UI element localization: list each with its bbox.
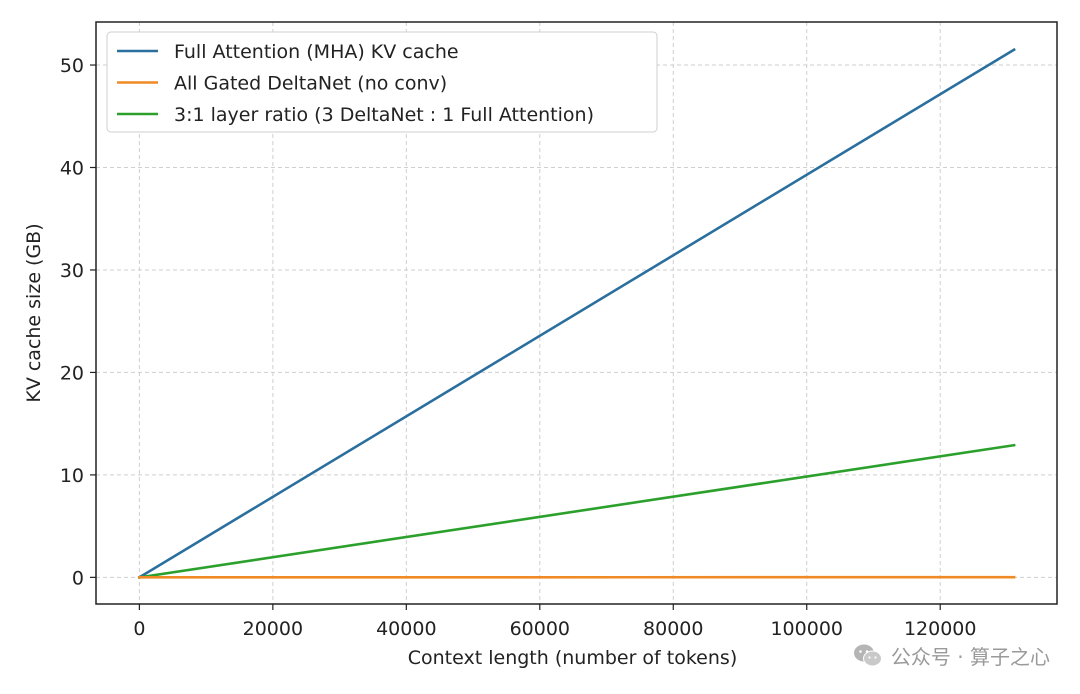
y-tick-label: 50 xyxy=(60,55,84,77)
y-tick-label: 40 xyxy=(60,158,84,180)
legend: Full Attention (MHA) KV cache All Gated D… xyxy=(106,31,658,133)
x-axis-label: Context length (number of tokens) xyxy=(408,647,737,669)
x-tick-label: 0 xyxy=(133,618,145,640)
x-tick-label: 120000 xyxy=(904,618,977,640)
y-axis-label: KV cache size (GB) xyxy=(23,223,45,402)
legend-label: Full Attention (MHA) KV cache xyxy=(174,41,459,63)
legend-label: 3:1 layer ratio (3 DeltaNet : 1 Full Att… xyxy=(174,104,594,126)
y-tick-label: 20 xyxy=(60,362,84,384)
x-axis-ticks: 0 20000 40000 60000 80000 100000 120000 xyxy=(133,604,976,640)
plot-frame xyxy=(95,21,1058,605)
wechat-icon xyxy=(853,644,882,666)
x-tick-label: 40000 xyxy=(376,618,436,640)
y-axis-ticks: 0 10 20 30 40 50 xyxy=(60,55,96,589)
y-tick-label: 10 xyxy=(60,465,84,487)
x-tick-label: 60000 xyxy=(510,618,570,640)
watermark: 公众号 · 算子之心 xyxy=(853,641,1050,670)
x-tick-label: 80000 xyxy=(643,618,703,640)
series-lines xyxy=(137,47,1016,580)
y-tick-label: 30 xyxy=(60,260,84,282)
x-tick-label: 100000 xyxy=(770,618,843,640)
legend-box xyxy=(106,31,658,133)
x-tick-label: 20000 xyxy=(243,618,303,640)
series-line xyxy=(137,443,1016,579)
series-line xyxy=(137,47,1016,580)
y-tick-label: 0 xyxy=(72,567,84,589)
legend-label: All Gated DeltaNet (no conv) xyxy=(174,73,447,95)
watermark-text: 公众号 · 算子之心 xyxy=(890,645,1050,669)
